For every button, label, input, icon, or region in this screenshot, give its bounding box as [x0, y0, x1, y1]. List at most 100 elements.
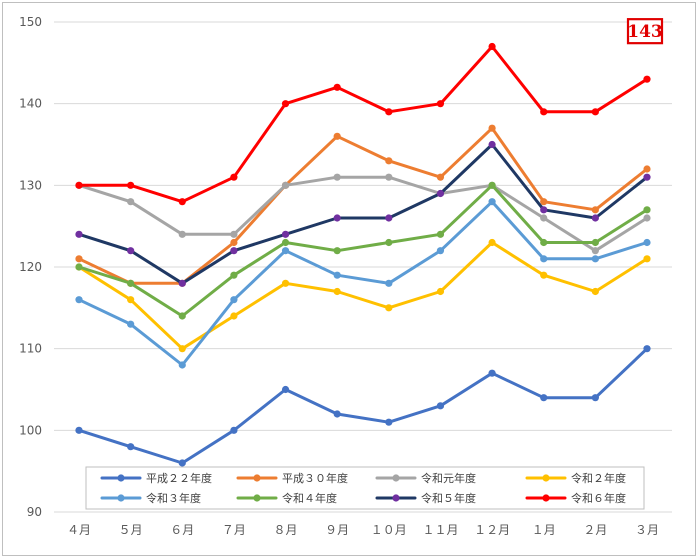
- data-point: [178, 361, 186, 369]
- data-point: [488, 369, 496, 377]
- series-line: [77, 183, 649, 318]
- data-point: [591, 214, 599, 222]
- x-tick-label: ４月: [67, 523, 91, 537]
- data-point: [230, 312, 238, 320]
- data-point: [385, 304, 393, 312]
- data-point: [591, 255, 599, 263]
- data-point: [436, 100, 445, 108]
- x-tick-label: ３月: [635, 523, 659, 537]
- data-point: [178, 279, 186, 287]
- data-point: [75, 255, 83, 263]
- data-point: [488, 181, 496, 189]
- x-tick-label: ５月: [119, 523, 143, 537]
- data-point: [127, 279, 135, 287]
- data-point: [643, 214, 651, 222]
- data-point: [643, 206, 651, 214]
- data-point: [281, 181, 290, 189]
- y-tick-label: 130: [19, 178, 42, 192]
- data-point: [75, 181, 83, 189]
- data-point: [591, 394, 599, 402]
- data-point: [385, 108, 393, 116]
- data-point: [540, 238, 548, 247]
- data-point: [436, 173, 445, 181]
- data-point: [540, 271, 548, 279]
- data-point: [333, 247, 341, 255]
- data-point: [643, 165, 651, 173]
- data-point: [488, 198, 496, 206]
- data-point: [281, 385, 290, 394]
- data-point: [333, 83, 341, 91]
- legend-marker: [392, 494, 400, 502]
- legend-label: 令和６年度: [571, 491, 626, 505]
- data-point: [178, 230, 186, 238]
- callout-box: [626, 18, 664, 45]
- data-point: [230, 238, 238, 247]
- data-point: [488, 124, 496, 132]
- series-line: [77, 175, 649, 253]
- legend-label: 令和２年度: [571, 471, 626, 485]
- data-point: [333, 410, 341, 418]
- x-tick-label: ２月: [583, 523, 607, 537]
- y-tick-label: 120: [19, 260, 42, 274]
- y-tick-label: 150: [19, 15, 42, 29]
- data-point: [333, 271, 341, 279]
- y-tick-label: 140: [19, 97, 42, 111]
- data-point: [230, 296, 238, 304]
- series-line: [77, 143, 649, 285]
- data-point: [178, 345, 186, 353]
- data-point: [540, 206, 548, 214]
- x-tick-label: １２月: [474, 523, 510, 537]
- legend-label: 令和５年度: [421, 491, 476, 505]
- legend-marker: [392, 474, 400, 482]
- data-point: [127, 320, 135, 328]
- data-point: [178, 459, 186, 467]
- data-point: [75, 426, 83, 434]
- data-point: [127, 181, 135, 189]
- x-tick-label: ６月: [170, 523, 194, 537]
- data-point: [230, 271, 238, 279]
- y-tick-label: 100: [19, 423, 42, 437]
- data-point: [540, 255, 548, 263]
- data-point: [178, 312, 186, 320]
- series-line: [77, 126, 649, 285]
- data-point: [540, 214, 548, 222]
- x-tick-label: １０月: [371, 523, 407, 537]
- data-point: [230, 230, 238, 238]
- data-point: [436, 247, 445, 255]
- data-point: [127, 296, 135, 304]
- data-point: [591, 206, 599, 214]
- data-point: [385, 279, 393, 287]
- legend-label: 平成２２年度: [146, 471, 212, 485]
- x-tick-label: １月: [532, 523, 556, 537]
- data-point: [178, 198, 186, 206]
- data-point: [230, 173, 238, 181]
- data-point: [281, 238, 290, 247]
- y-tick-label: 110: [19, 342, 42, 356]
- data-point: [488, 42, 496, 51]
- legend-label: 令和元年度: [421, 471, 476, 485]
- data-point: [643, 75, 651, 83]
- legend-label: 令和４年度: [282, 491, 337, 505]
- legend-box: [85, 466, 645, 510]
- data-point: [281, 247, 290, 255]
- legend-marker: [117, 474, 125, 482]
- x-tick-label: ９月: [325, 523, 349, 537]
- legend-marker: [542, 474, 550, 482]
- data-point: [591, 108, 599, 116]
- data-point: [230, 426, 238, 434]
- data-point: [75, 263, 83, 271]
- x-tick-label: ８月: [274, 523, 298, 537]
- data-point: [540, 108, 548, 116]
- data-point: [385, 418, 393, 426]
- data-point: [385, 173, 393, 181]
- data-point: [333, 132, 341, 140]
- data-point: [127, 198, 135, 206]
- data-point: [643, 255, 651, 263]
- data-point: [643, 345, 651, 353]
- data-point: [436, 287, 445, 296]
- y-tick-label: 90: [27, 505, 42, 519]
- data-point: [591, 287, 599, 296]
- legend-marker: [117, 494, 125, 502]
- data-point: [333, 173, 341, 181]
- data-point: [75, 230, 83, 238]
